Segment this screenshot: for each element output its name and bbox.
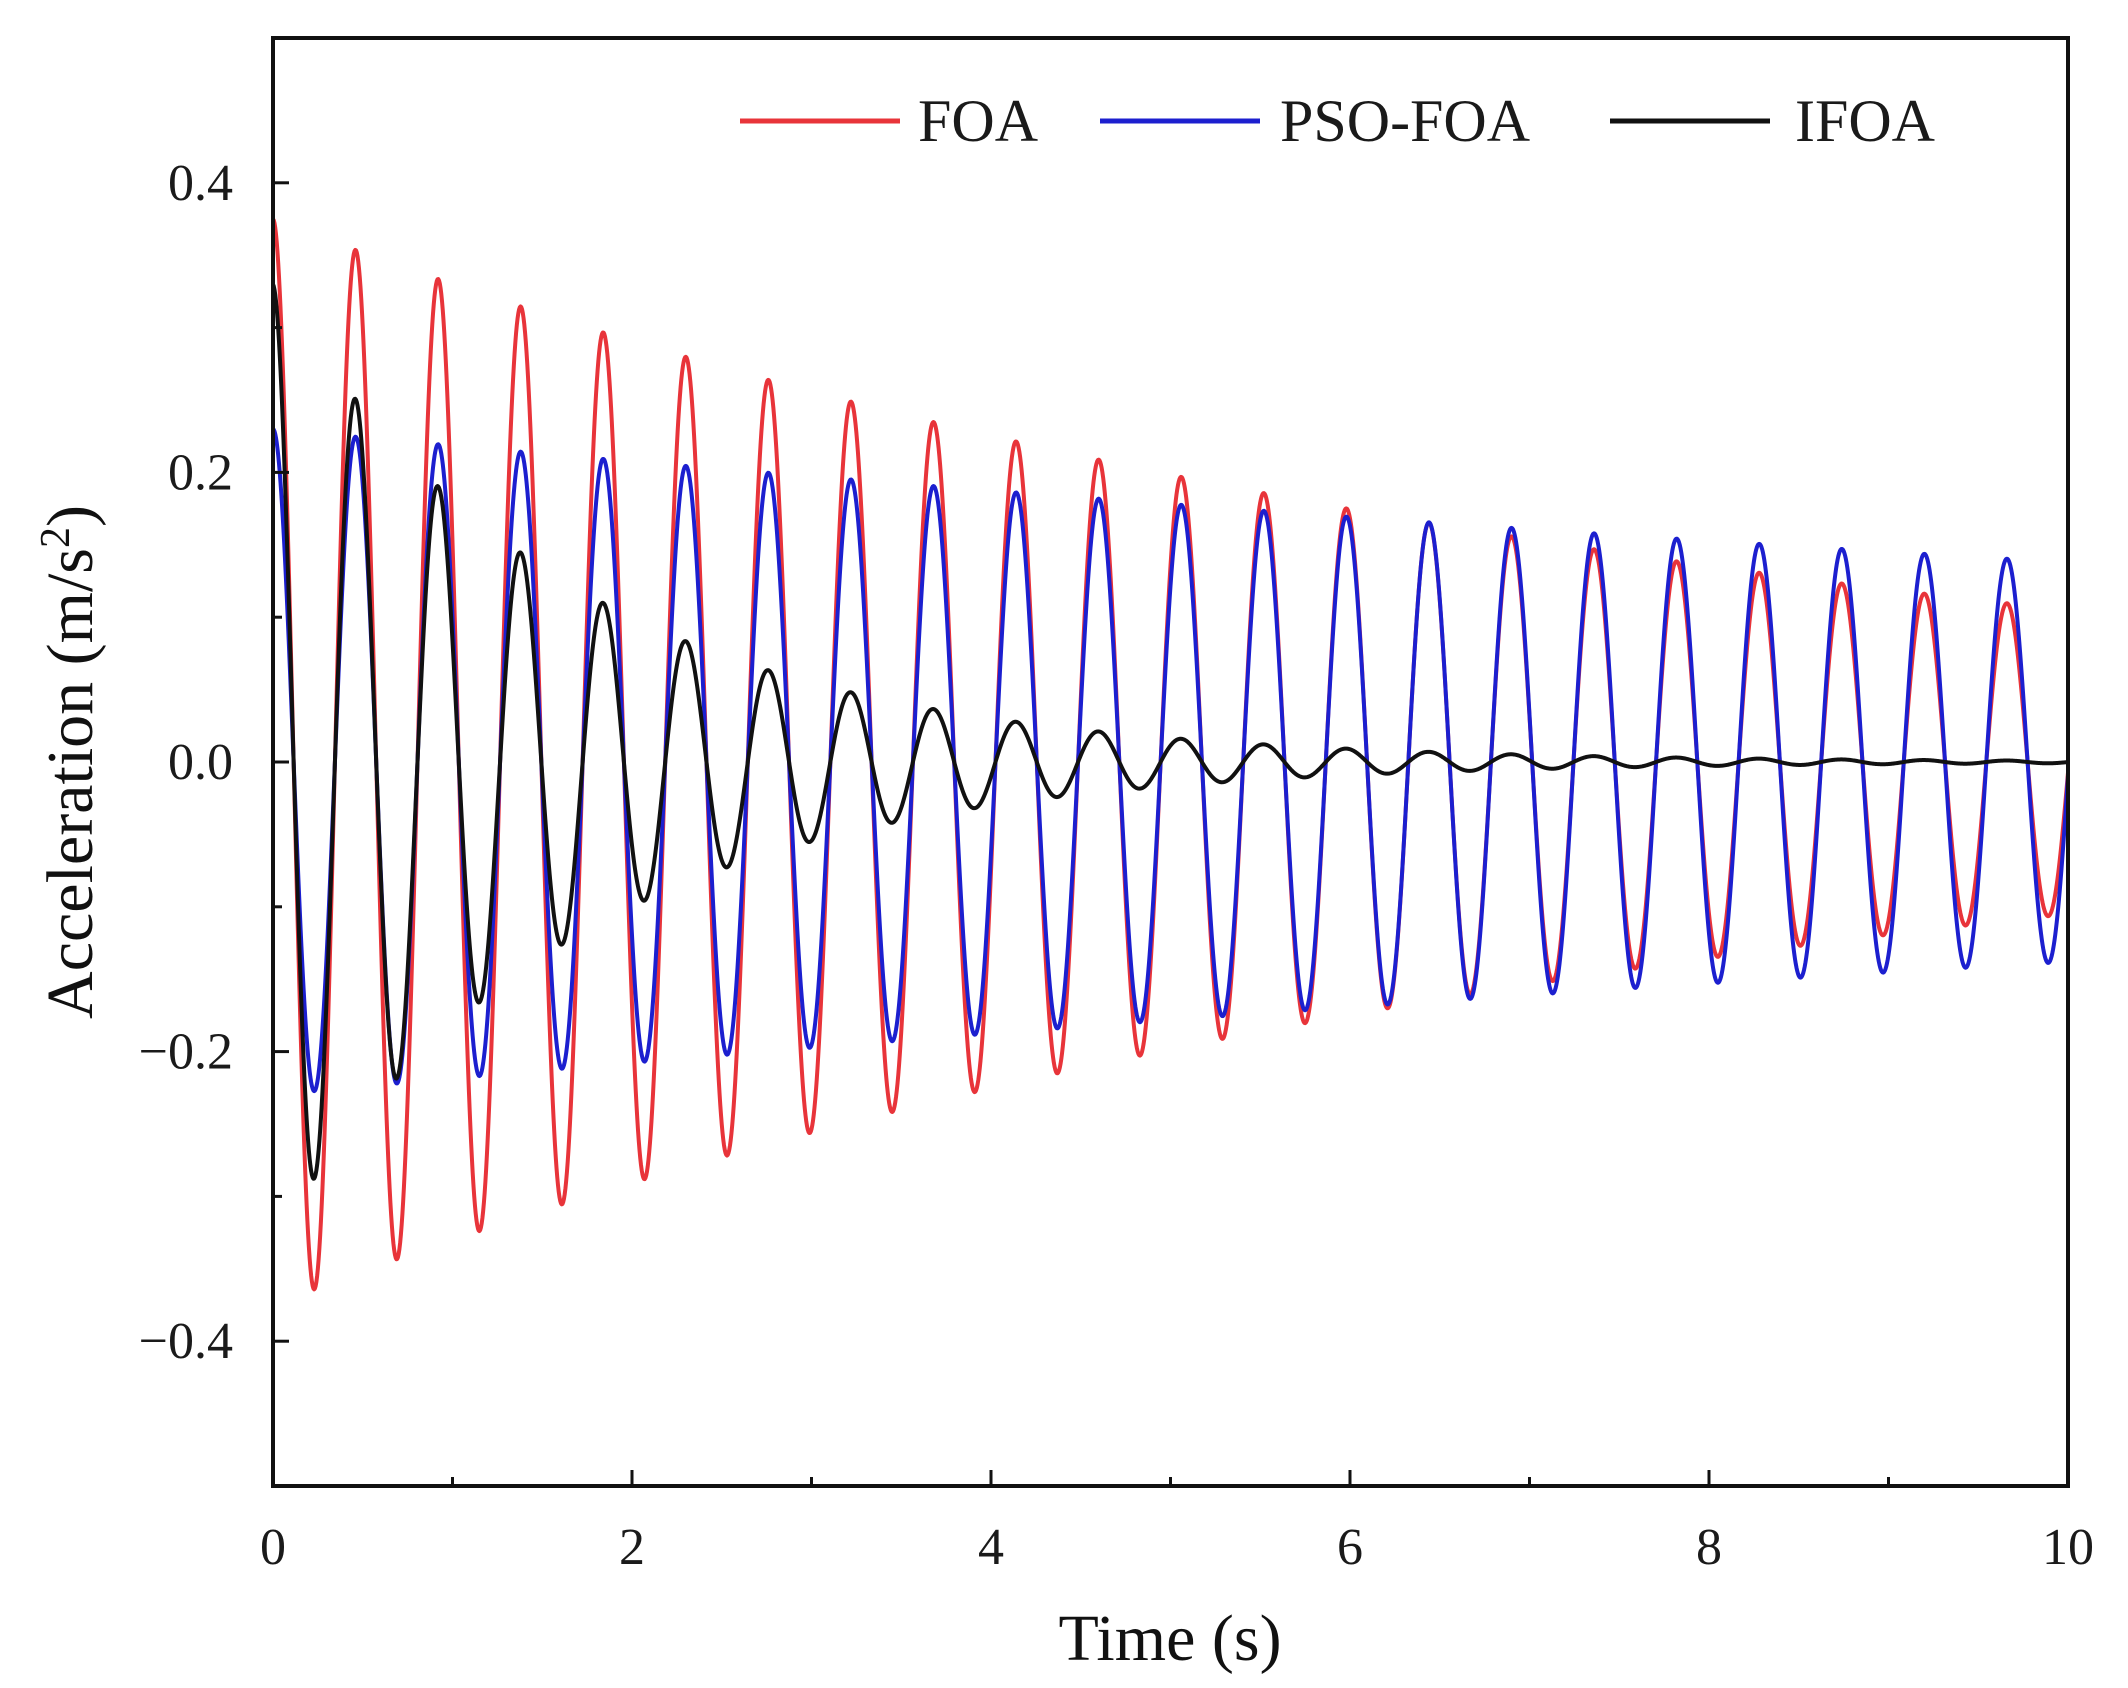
x-axis-ticks: 0 2 4 6 8 10 xyxy=(260,1470,2094,1576)
y-axis-ticks: −0.4 −0.2 0.0 0.2 0.4 xyxy=(139,155,289,1370)
series-line-ifoa xyxy=(273,283,2068,1181)
x-tick-label: 8 xyxy=(1696,1519,1722,1576)
y-axis-title: Acceleration (m/s2) xyxy=(33,505,107,1019)
x-axis-title: Time (s) xyxy=(1058,1602,1281,1675)
x-tick-label: 6 xyxy=(1337,1519,1363,1576)
y-tick-label: −0.4 xyxy=(139,1313,233,1370)
legend: FOA PSO-FOA IFOA xyxy=(740,88,1935,154)
x-tick-label: 0 xyxy=(260,1519,286,1576)
y-tick-label: 0.2 xyxy=(168,444,233,501)
x-tick-label: 4 xyxy=(978,1519,1004,1576)
y-tick-label: 0.0 xyxy=(168,734,233,791)
legend-label-pso-foa: PSO-FOA xyxy=(1280,88,1530,154)
y-tick-label: −0.2 xyxy=(139,1024,233,1081)
legend-label-foa: FOA xyxy=(918,88,1038,154)
legend-label-ifoa: IFOA xyxy=(1795,88,1935,154)
x-tick-label: 10 xyxy=(2042,1519,2094,1576)
y-tick-label: 0.4 xyxy=(168,155,233,212)
series-line-pso-foa xyxy=(273,427,2068,1094)
series-layer xyxy=(273,217,2068,1292)
x-tick-label: 2 xyxy=(619,1519,645,1576)
